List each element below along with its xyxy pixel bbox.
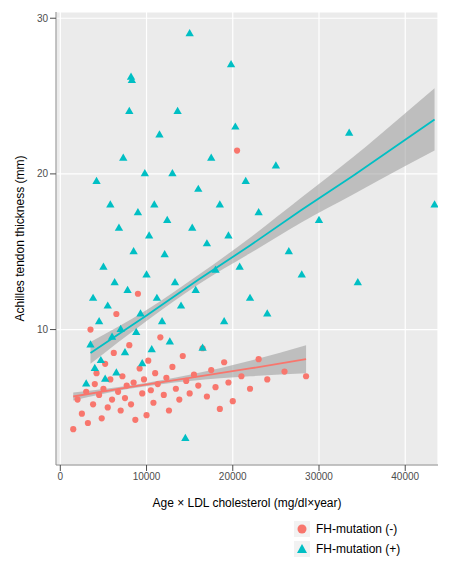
- svg-text:0: 0: [58, 471, 64, 482]
- svg-text:10: 10: [37, 324, 49, 335]
- svg-text:Achilles tendon thickness (mm): Achilles tendon thickness (mm): [13, 155, 27, 321]
- html-text:FH-mutation (+): FH-mutation (+): [316, 542, 401, 556]
- svg-text:20: 20: [37, 168, 49, 179]
- svg-text:30000: 30000: [305, 471, 333, 482]
- svg-text:30: 30: [37, 13, 49, 24]
- svg-text:20000: 20000: [219, 471, 247, 482]
- html-text:FH-mutation (-): FH-mutation (-): [316, 522, 398, 536]
- svg-text:Age × LDL cholesterol (mg/dl×y: Age × LDL cholesterol (mg/dl×year): [153, 496, 342, 510]
- svg-text:10000: 10000: [133, 471, 161, 482]
- svg-text:40000: 40000: [391, 471, 419, 482]
